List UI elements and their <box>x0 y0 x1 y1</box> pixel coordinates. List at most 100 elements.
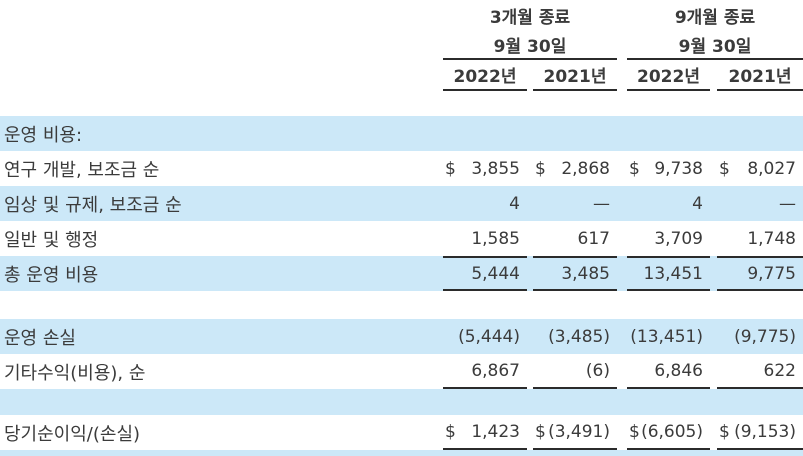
period-header-row: 3개월 종료 9개월 종료 <box>0 0 803 30</box>
row-research-development: 연구 개발, 보조금 순 $ 3,855 $ 2,868 $ 9,738 $ 8… <box>0 151 803 186</box>
cell-value: 3,485 <box>561 263 610 284</box>
cell-value: 1,423 <box>471 421 520 442</box>
cell-value: 4 <box>509 193 520 214</box>
year-label: 2022년 <box>443 60 527 91</box>
cell-value: 6,867 <box>471 360 520 381</box>
header-spacer <box>0 60 443 91</box>
col-9m-2022: 2022년 <box>617 60 710 91</box>
row-general-admin: 일반 및 행정 1,585 617 3,709 1,748 <box>0 221 803 256</box>
cell-value: 617 <box>577 228 610 249</box>
col-9m-2021: 2021년 <box>710 60 803 91</box>
row-other-income-expense: 기타수익(비용), 순 6,867 (6) 6,846 622 <box>0 354 803 389</box>
row-clinical-regulatory: 임상 및 규제, 보조금 순 4 — 4 — <box>0 186 803 221</box>
value-cell: 1,748 <box>710 221 803 256</box>
cell-value: 2,868 <box>561 158 610 179</box>
row-label: 총 운영 비용 <box>4 264 99 286</box>
date-header-row: 9월 30일 9월 30일 <box>0 30 803 60</box>
value-cell: (9,775) <box>710 319 803 354</box>
currency-symbol: $ <box>719 158 730 179</box>
currency-symbol: $ <box>445 421 456 442</box>
spacer-row <box>0 291 803 319</box>
value-cell: $ 8,027 <box>710 151 803 186</box>
row-label: 연구 개발, 보조금 순 <box>4 159 160 181</box>
currency-symbol: $ <box>719 421 730 442</box>
value-cell: 4 <box>443 186 527 221</box>
cell-value: 3,709 <box>654 228 703 249</box>
row-operating-expenses-header: 운영 비용: <box>0 116 803 151</box>
cell-value: (3,491) <box>548 421 610 442</box>
currency-symbol: $ <box>629 158 640 179</box>
value-cell: $ 3,855 <box>443 151 527 186</box>
cell-value: (9,153) <box>734 421 796 442</box>
value-cell: 4 <box>617 186 710 221</box>
value-cell: 9,775 <box>710 256 803 291</box>
row-label: 당기순이익/(손실) <box>4 423 141 445</box>
currency-symbol: $ <box>535 158 546 179</box>
value-cell: 3,709 <box>617 221 710 256</box>
cell-value: 5,444 <box>471 263 520 284</box>
cell-value: 3,855 <box>471 158 520 179</box>
currency-symbol: $ <box>629 421 640 442</box>
value-cell: 13,451 <box>617 256 710 291</box>
col-3m-2021: 2021년 <box>527 60 617 91</box>
cell-value: 13,451 <box>643 263 703 284</box>
value-cell: (6) <box>527 354 617 389</box>
value-cell: 622 <box>710 354 803 389</box>
cell-value: (6) <box>585 360 610 381</box>
row-label: 임상 및 규제, 보조금 순 <box>4 194 182 216</box>
cell-value: (3,485) <box>548 326 610 347</box>
value-cell: (5,444) <box>443 319 527 354</box>
cell-value: 4 <box>692 193 703 214</box>
value-cell: — <box>710 186 803 221</box>
value-cell: $ 1,423 <box>443 415 527 450</box>
cell-value: 8,027 <box>747 158 796 179</box>
cell-value: (6,605) <box>641 421 703 442</box>
cell-value: 6,846 <box>654 360 703 381</box>
nine-month-date-label: 9월 30일 <box>627 30 803 60</box>
cell-value: (5,444) <box>458 326 520 347</box>
group-three-month-date: 9월 30일 <box>443 30 617 60</box>
year-header-row: 2022년 2021년 2022년 2021년 <box>0 60 803 91</box>
year-label: 2021년 <box>717 60 803 91</box>
year-label: 2022년 <box>627 60 710 91</box>
row-label: 운영 비용: <box>4 124 83 146</box>
value-cell: — <box>527 186 617 221</box>
value-cell: 1,585 <box>443 221 527 256</box>
row-label: 기타수익(비용), 순 <box>4 362 146 384</box>
cell-value: 9,775 <box>747 263 796 284</box>
value-cell: $ (9,153) <box>710 415 803 450</box>
header-spacer <box>0 0 443 30</box>
header-gap <box>0 91 803 116</box>
header-spacer <box>0 30 443 60</box>
group-nine-month: 9개월 종료 <box>617 0 803 30</box>
cell-value: — <box>593 193 610 214</box>
three-month-period-label: 3개월 종료 <box>489 7 571 28</box>
cell-value: (13,451) <box>630 326 703 347</box>
group-nine-month-date: 9월 30일 <box>617 30 803 60</box>
row-label: 운영 손실 <box>4 327 76 349</box>
value-cell: $ 2,868 <box>527 151 617 186</box>
value-cell: $ (6,605) <box>617 415 710 450</box>
value-cell: (3,485) <box>527 319 617 354</box>
three-month-date-label: 9월 30일 <box>443 30 617 60</box>
value-cell: 6,867 <box>443 354 527 389</box>
currency-symbol: $ <box>445 158 456 179</box>
row-operating-loss: 운영 손실 (5,444) (3,485) (13,451) (9,775) <box>0 319 803 354</box>
value-cell: (13,451) <box>617 319 710 354</box>
row-total-operating-expenses: 총 운영 비용 5,444 3,485 13,451 9,775 <box>0 256 803 291</box>
cell-value: 1,748 <box>747 228 796 249</box>
nine-month-period-label: 9개월 종료 <box>674 7 756 28</box>
row-net-income-loss: 당기순이익/(손실) $ 1,423 $ (3,491) $ (6,605) $… <box>0 415 803 450</box>
value-cell: $ 9,738 <box>617 151 710 186</box>
spacer-row-shaded <box>0 389 803 415</box>
currency-symbol: $ <box>535 421 546 442</box>
cell-value: 1,585 <box>471 228 520 249</box>
cell-value: — <box>779 193 796 214</box>
cell-value: 622 <box>763 360 796 381</box>
bottom-shaded-band <box>0 450 803 456</box>
group-three-month: 3개월 종료 <box>443 0 617 30</box>
col-3m-2022: 2022년 <box>443 60 527 91</box>
cell-value: 9,738 <box>654 158 703 179</box>
value-cell: 6,846 <box>617 354 710 389</box>
